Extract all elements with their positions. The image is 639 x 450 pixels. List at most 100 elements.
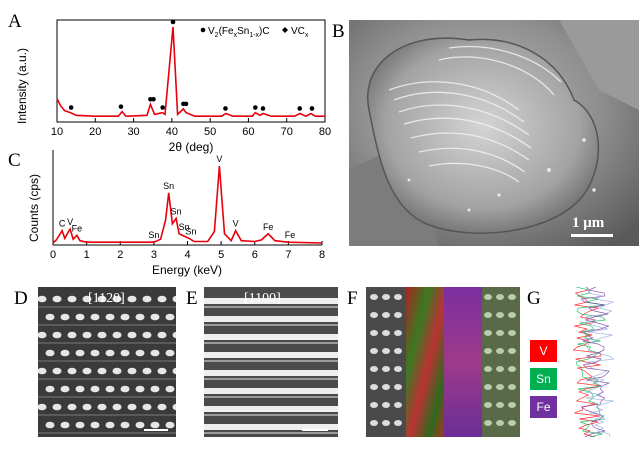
xrd-peak-marker — [309, 106, 315, 111]
atom-column-overlay — [508, 348, 516, 354]
atom-column — [45, 313, 55, 321]
eds-peak-label: Sn — [163, 181, 174, 191]
legend-v: V — [530, 340, 557, 362]
eds-xtick-label: 8 — [319, 249, 325, 261]
atom-column — [52, 367, 62, 375]
atom-column — [370, 294, 378, 300]
atom-column — [120, 421, 130, 429]
atom-column-overlay — [484, 312, 492, 318]
atom-column — [120, 349, 130, 357]
xrd-xtick-label: 10 — [51, 126, 63, 138]
xrd-peak-marker — [297, 106, 303, 111]
atom-column — [67, 403, 77, 411]
atom-column — [157, 367, 167, 375]
atom-column — [172, 331, 176, 339]
eds-peak-label: Sn — [171, 206, 182, 216]
scale-bar-d — [144, 429, 168, 431]
atom-column-overlay — [508, 330, 516, 336]
atom-column — [90, 349, 100, 357]
atom-column — [90, 385, 100, 393]
atom-column — [75, 385, 85, 393]
eds-peak-label: V — [67, 217, 73, 227]
haadf-image-e: [1100] — [204, 287, 338, 437]
atom-column — [394, 402, 402, 408]
panel-label-d: D — [14, 288, 28, 309]
atom-column — [370, 402, 378, 408]
legend-phase2-text: VCx — [291, 26, 309, 39]
atom-column-overlay — [496, 366, 504, 372]
xrd-markers — [68, 19, 315, 111]
panel-label-a: A — [8, 11, 22, 32]
sem-scale-label: 1 μm — [572, 215, 605, 231]
lattice-row — [38, 342, 176, 344]
atom-column — [112, 367, 122, 375]
atom-column — [90, 421, 100, 429]
zone-axis-d: [1120] — [88, 291, 125, 306]
atom-column — [382, 294, 390, 300]
legend-marker-phase1 — [200, 27, 206, 33]
atom-column-overlay — [496, 384, 504, 390]
xrd-peak-marker — [253, 105, 258, 110]
atom-column-overlay — [496, 294, 504, 300]
atom-column — [172, 367, 176, 375]
atom-column-overlay — [508, 294, 516, 300]
atom-column — [120, 313, 130, 321]
eds-peak-label: Sn — [148, 230, 159, 240]
atom-column-overlay — [496, 402, 504, 408]
atom-column — [127, 367, 137, 375]
atom-column — [150, 313, 160, 321]
scale-bar-e — [302, 429, 328, 431]
atom-column — [52, 403, 62, 411]
lattice-stripe — [204, 406, 338, 412]
sem-scale-bar — [571, 234, 613, 237]
atom-column — [382, 366, 390, 372]
atom-column — [67, 295, 77, 303]
atom-column — [394, 312, 402, 318]
atom-column — [370, 330, 378, 336]
atom-column — [105, 385, 115, 393]
atom-column — [38, 295, 47, 303]
atom-column — [394, 294, 402, 300]
lattice-stripe — [204, 334, 338, 340]
atom-column — [82, 403, 92, 411]
atom-column — [67, 367, 77, 375]
lattice-stripe — [204, 388, 338, 394]
atom-column — [394, 420, 402, 426]
legend-fe: Fe — [530, 396, 557, 418]
atom-column — [172, 295, 176, 303]
atom-column — [157, 295, 167, 303]
eds-peak-label: V — [216, 154, 222, 164]
lattice-stripe-thin — [204, 414, 338, 416]
lattice-row — [38, 432, 176, 434]
atom-column-overlay — [508, 384, 516, 390]
atom-column — [45, 385, 55, 393]
atom-column — [97, 295, 107, 303]
atom-column-overlay — [496, 420, 504, 426]
lattice-row — [38, 378, 176, 380]
lattice-stripe — [204, 298, 338, 304]
xrd-axes-frame — [56, 19, 326, 123]
atom-column — [165, 421, 175, 429]
panel-label-e: E — [186, 288, 198, 309]
atom-column — [394, 384, 402, 390]
panel-label-c: C — [8, 150, 21, 171]
xrd-xticks: 10 20 30 40 50 60 70 80 — [51, 118, 331, 138]
atom-column — [82, 331, 92, 339]
atom-column — [382, 384, 390, 390]
atom-column — [38, 331, 47, 339]
atom-column — [382, 330, 390, 336]
atom-column — [112, 295, 122, 303]
panel-label-b: B — [332, 21, 345, 42]
eds-peak-label: Sn — [179, 222, 190, 232]
lattice-stripe-thin — [204, 324, 338, 326]
legend-sn: Sn — [530, 368, 557, 390]
atom-column-overlay — [508, 420, 516, 426]
atom-column-overlay — [496, 348, 504, 354]
atom-column — [382, 312, 390, 318]
xrd-peak-marker — [170, 19, 176, 25]
profile-line — [583, 287, 615, 437]
atom-column — [38, 403, 47, 411]
atom-column-overlay — [484, 294, 492, 300]
